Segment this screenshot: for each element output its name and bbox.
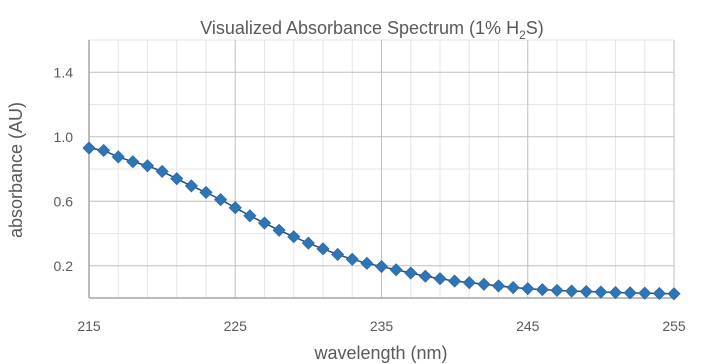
y-tick-label: 0.6: [54, 193, 74, 209]
data-point-marker: [374, 259, 389, 274]
x-tick-label: 255: [662, 318, 686, 334]
data-point-marker: [301, 236, 315, 250]
data-point-marker: [477, 277, 491, 291]
data-point-marker: [491, 279, 506, 293]
data-point-marker: [170, 172, 184, 186]
data-point-marker: [257, 216, 272, 230]
data-point-marker: [316, 242, 330, 256]
data-point-marker: [126, 155, 140, 169]
x-tick-label: 215: [77, 318, 101, 334]
data-point-marker: [623, 286, 637, 300]
data-point-marker: [565, 284, 579, 298]
y-tick-label: 1.4: [54, 64, 74, 80]
data-point-marker: [418, 269, 432, 283]
data-point-marker: [82, 141, 96, 155]
data-point-marker: [652, 286, 666, 301]
data-point-marker: [360, 256, 374, 270]
chart-title-suffix: S): [526, 18, 544, 38]
series-layer: [82, 141, 681, 301]
y-tick-label: 1.0: [54, 129, 74, 145]
data-point-marker: [638, 286, 652, 300]
data-point-marker: [550, 283, 564, 297]
data-point-marker: [579, 284, 593, 299]
data-point-marker: [331, 247, 345, 262]
data-point-marker: [155, 164, 169, 178]
data-point-marker: [345, 252, 359, 266]
chart-title: Visualized Absorbance Spectrum (1% H2S): [200, 18, 544, 42]
chart-title-main: Visualized Absorbance Spectrum (1% H: [200, 18, 519, 38]
data-point-marker: [462, 276, 476, 290]
data-point-marker: [389, 263, 403, 277]
data-point-marker: [521, 282, 535, 296]
data-point-marker: [404, 266, 418, 280]
data-point-marker: [214, 193, 228, 207]
chart-title-subscript: 2: [519, 28, 526, 42]
y-tick-label: 0.2: [54, 258, 74, 274]
x-tick-label: 235: [370, 318, 394, 334]
x-tick-label: 225: [224, 318, 248, 334]
x-tick-label: 245: [516, 318, 540, 334]
data-point-marker: [111, 150, 125, 164]
data-point-marker: [667, 287, 681, 301]
tick-labels: 215 225 235 245 255 0.2 0.6 1.0 1.4: [54, 64, 686, 334]
data-point-marker: [433, 272, 447, 286]
data-point-marker: [535, 283, 549, 297]
data-point-marker: [506, 280, 520, 295]
data-point-marker: [608, 285, 623, 300]
data-point-marker: [184, 179, 198, 193]
data-point-marker: [228, 201, 242, 215]
data-point-marker: [140, 159, 155, 173]
data-point-marker: [243, 209, 257, 223]
y-axis-label: absorbance (AU): [6, 102, 26, 238]
axes: [88, 40, 674, 299]
x-axis-label: wavelength (nm): [313, 343, 447, 363]
data-point-marker: [97, 143, 111, 158]
data-point-marker: [199, 185, 213, 199]
data-point-marker: [287, 230, 301, 244]
data-point-marker: [594, 285, 608, 299]
data-point-marker: [272, 223, 286, 237]
data-point-marker: [448, 274, 462, 288]
